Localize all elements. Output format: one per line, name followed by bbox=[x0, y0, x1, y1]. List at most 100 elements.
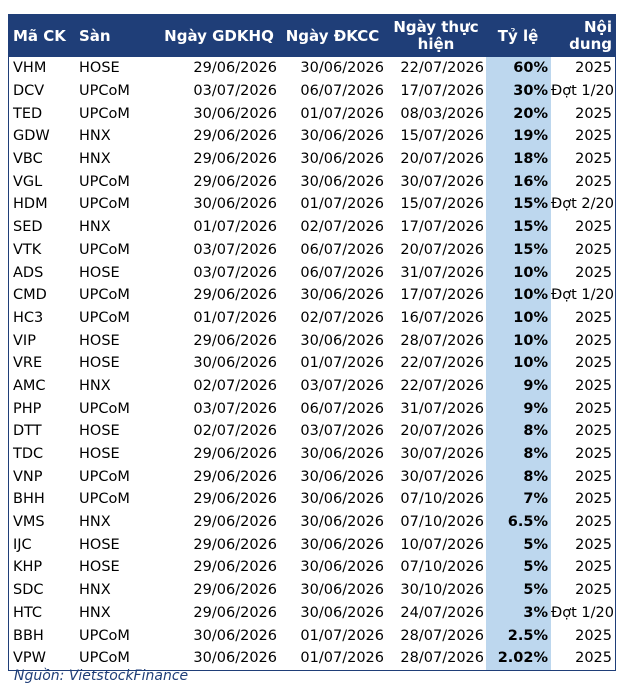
stock-code-cell: VHM bbox=[13, 60, 47, 77]
exchange-cell: UPCoM bbox=[79, 105, 130, 122]
table-row: SED HNX 01/07/2026 02/07/2026 17/07/2026 15% 2… bbox=[9, 215, 615, 239]
ex-date-cell: 01/07/2026 bbox=[193, 219, 277, 236]
ex-date-cell: 29/06/2026 bbox=[193, 604, 277, 621]
content-cell: 2025 bbox=[575, 536, 612, 553]
table-row: CMD UPCoM 29/06/2026 30/06/2026 17/07/2026 10… bbox=[9, 283, 615, 307]
record-date-cell: 30/06/2026 bbox=[300, 60, 384, 77]
rate-cell: 19% bbox=[486, 125, 551, 148]
record-date-cell: 01/07/2026 bbox=[300, 650, 384, 667]
ex-date-cell: 30/06/2026 bbox=[193, 650, 277, 667]
content-cell: 2025 bbox=[575, 468, 612, 485]
table-row: ADS HOSE 03/07/2026 06/07/2026 31/07/2026 10%… bbox=[9, 261, 615, 284]
exchange-cell: UPCoM bbox=[79, 491, 130, 508]
payment-date-cell: 30/10/2026 bbox=[400, 582, 484, 599]
exchange-cell: UPCoM bbox=[79, 287, 130, 304]
record-date-cell: 30/06/2026 bbox=[300, 446, 384, 463]
payment-date-cell: 16/07/2026 bbox=[400, 309, 484, 326]
stock-code-cell: VRE bbox=[13, 355, 43, 372]
exchange-cell: HNX bbox=[79, 128, 111, 145]
ex-date-cell: 03/07/2026 bbox=[193, 400, 277, 417]
exchange-cell: UPCoM bbox=[79, 650, 130, 667]
stock-code-cell: VIP bbox=[13, 332, 36, 349]
rate-cell: 8% bbox=[486, 420, 551, 443]
record-date-cell: 30/06/2026 bbox=[300, 468, 384, 485]
content-cell: 2025 bbox=[575, 219, 612, 236]
content-cell: 2025 bbox=[575, 60, 612, 77]
record-date-cell: 03/07/2026 bbox=[300, 423, 384, 440]
content-cell: Đợt 2/2025 bbox=[551, 196, 615, 213]
rate-cell: 8% bbox=[486, 465, 551, 489]
header-record-date: Ngày ĐKCC bbox=[279, 15, 386, 57]
rate-cell: 9% bbox=[486, 374, 551, 398]
ex-date-cell: 03/07/2026 bbox=[193, 83, 277, 100]
table-row: TDC HOSE 29/06/2026 30/06/2026 30/07/2026 8% 2… bbox=[9, 442, 615, 466]
table-row: HC3 UPCoM 01/07/2026 02/07/2026 16/07/2026 10… bbox=[9, 306, 615, 330]
content-cell: 2025 bbox=[575, 650, 612, 667]
ex-date-cell: 30/06/2026 bbox=[193, 627, 277, 644]
rate-cell: 20% bbox=[486, 102, 551, 126]
stock-code-cell: DTT bbox=[13, 423, 42, 440]
rate-cell: 10% bbox=[486, 283, 551, 307]
payment-date-cell: 17/07/2026 bbox=[400, 287, 484, 304]
ex-date-cell: 30/06/2026 bbox=[193, 196, 277, 213]
table-row: BBH UPCoM 30/06/2026 01/07/2026 28/07/2026 2.… bbox=[9, 624, 615, 647]
ex-date-cell: 29/06/2026 bbox=[193, 287, 277, 304]
stock-code-cell: BHH bbox=[13, 491, 45, 508]
stock-code-cell: PHP bbox=[13, 400, 42, 417]
rate-cell: 10% bbox=[486, 351, 551, 375]
table-row: VHM HOSE 29/06/2026 30/06/2026 22/07/2026 60%… bbox=[9, 57, 615, 80]
payment-date-cell: 15/07/2026 bbox=[400, 196, 484, 213]
table-row: VRE HOSE 30/06/2026 01/07/2026 22/07/2026 10%… bbox=[9, 351, 615, 375]
content-cell: 2025 bbox=[575, 332, 612, 349]
payment-date-cell: 15/07/2026 bbox=[400, 128, 484, 145]
ex-date-cell: 29/06/2026 bbox=[193, 491, 277, 508]
table-row: VIP HOSE 29/06/2026 30/06/2026 28/07/2026 10%… bbox=[9, 329, 615, 352]
record-date-cell: 01/07/2026 bbox=[300, 196, 384, 213]
stock-code-cell: BBH bbox=[13, 627, 44, 644]
rate-cell: 9% bbox=[486, 397, 551, 420]
stock-code-cell: VPW bbox=[13, 650, 47, 667]
record-date-cell: 01/07/2026 bbox=[300, 355, 384, 372]
payment-date-cell: 20/07/2026 bbox=[400, 423, 484, 440]
ex-date-cell: 29/06/2026 bbox=[193, 582, 277, 599]
payment-date-cell: 30/07/2026 bbox=[400, 173, 484, 190]
record-date-cell: 06/07/2026 bbox=[300, 400, 384, 417]
stock-code-cell: VNP bbox=[13, 468, 43, 485]
ex-date-cell: 29/06/2026 bbox=[193, 446, 277, 463]
payment-date-cell: 28/07/2026 bbox=[400, 650, 484, 667]
stock-code-cell: VMS bbox=[13, 514, 45, 531]
table-row: VBC HNX 29/06/2026 30/06/2026 20/07/2026 18% 2… bbox=[9, 147, 615, 171]
rate-cell: 16% bbox=[486, 170, 551, 194]
exchange-cell: HOSE bbox=[79, 264, 120, 281]
record-date-cell: 30/06/2026 bbox=[300, 536, 384, 553]
content-cell: 2025 bbox=[575, 173, 612, 190]
record-date-cell: 30/06/2026 bbox=[300, 491, 384, 508]
ex-date-cell: 29/06/2026 bbox=[193, 60, 277, 77]
payment-date-cell: 31/07/2026 bbox=[400, 264, 484, 281]
content-cell: Đợt 1/2026 bbox=[551, 287, 615, 304]
table-row: VGL UPCoM 29/06/2026 30/06/2026 30/07/2026 16… bbox=[9, 170, 615, 194]
rate-cell: 30% bbox=[486, 79, 551, 103]
rate-cell: 6.5% bbox=[486, 510, 551, 534]
content-cell: 2025 bbox=[575, 128, 612, 145]
stock-code-cell: HTC bbox=[13, 604, 43, 621]
payment-date-cell: 07/10/2026 bbox=[400, 559, 484, 576]
header-payment-date: Ngày thực hiện bbox=[386, 15, 486, 57]
record-date-cell: 06/07/2026 bbox=[300, 83, 384, 100]
table-row: VMS HNX 29/06/2026 30/06/2026 07/10/2026 6.5%… bbox=[9, 510, 615, 534]
record-date-cell: 30/06/2026 bbox=[300, 604, 384, 621]
stock-code-cell: SDC bbox=[13, 582, 44, 599]
ex-date-cell: 30/06/2026 bbox=[193, 355, 277, 372]
exchange-cell: UPCoM bbox=[79, 196, 130, 213]
payment-date-cell: 22/07/2026 bbox=[400, 355, 484, 372]
exchange-cell: HOSE bbox=[79, 536, 120, 553]
ex-date-cell: 29/06/2026 bbox=[193, 173, 277, 190]
payment-date-cell: 28/07/2026 bbox=[400, 332, 484, 349]
ex-date-cell: 29/06/2026 bbox=[193, 514, 277, 531]
rate-cell: 7% bbox=[486, 488, 551, 511]
content-cell: 2025 bbox=[575, 241, 612, 258]
stock-code-cell: VBC bbox=[13, 151, 43, 168]
ex-date-cell: 03/07/2026 bbox=[193, 241, 277, 258]
stock-code-cell: TED bbox=[13, 105, 43, 122]
exchange-cell: HOSE bbox=[79, 446, 120, 463]
